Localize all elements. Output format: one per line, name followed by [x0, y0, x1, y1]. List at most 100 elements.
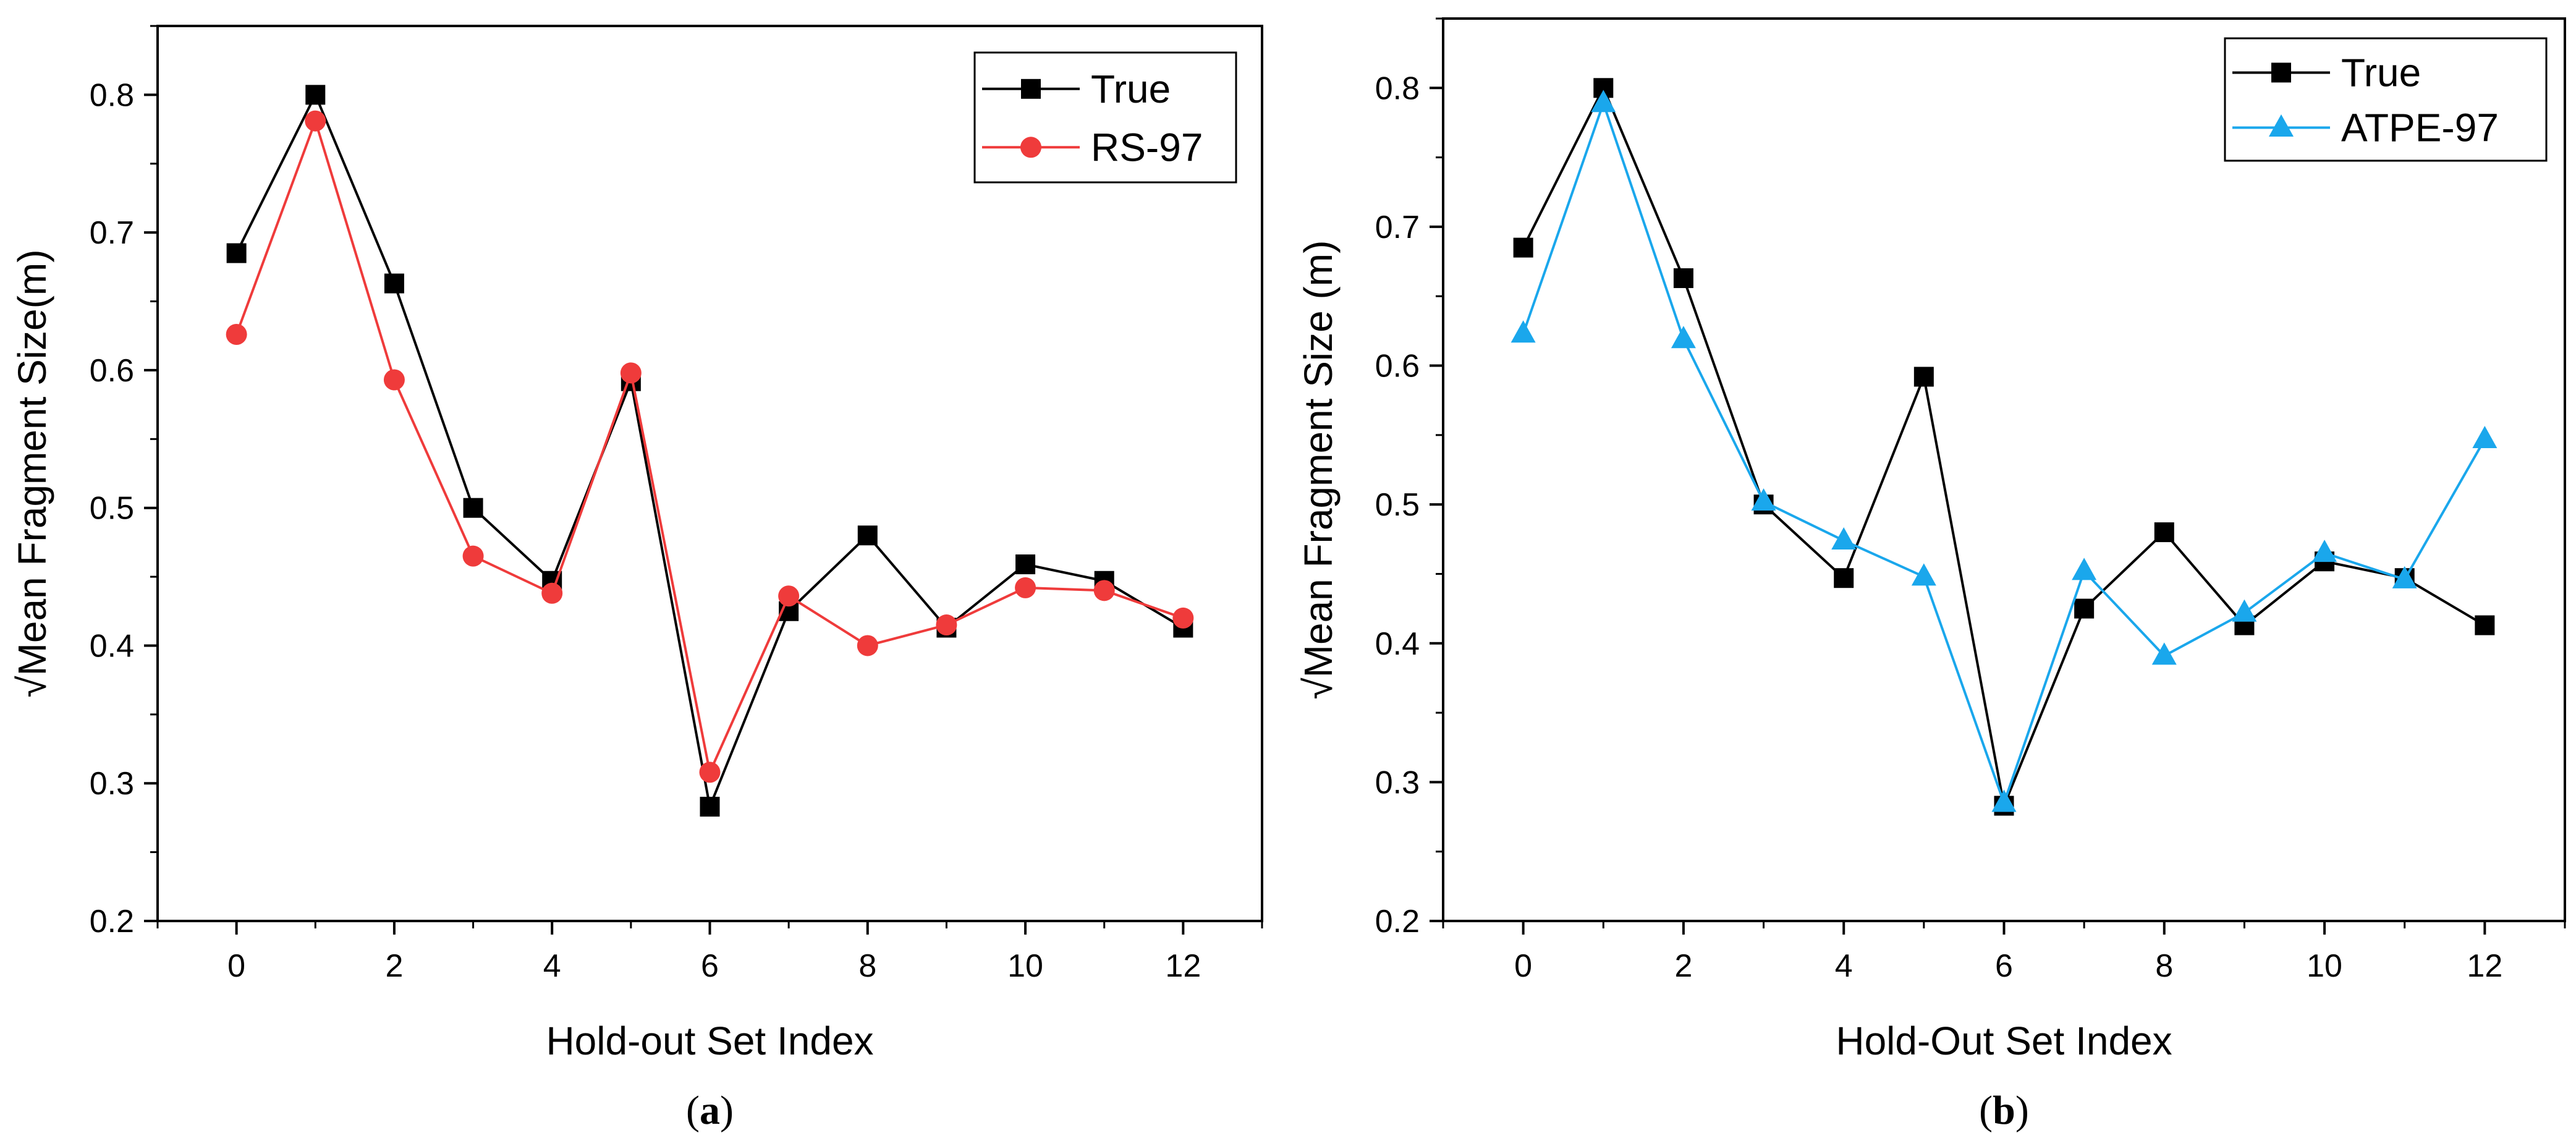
data-point	[2074, 598, 2095, 619]
series-line	[235, 117, 1184, 776]
y-tick-label: 0.5	[90, 491, 134, 527]
x-tick-label: 10	[2307, 948, 2342, 984]
series-true	[226, 85, 1193, 817]
y-tick-label: 0.6	[1375, 349, 1420, 384]
y-axis-title: √Mean Fragment Size(m)	[10, 249, 54, 697]
legend-box	[2224, 37, 2548, 162]
y-tick-label: 0.7	[90, 215, 134, 251]
x-axis-ticks: 0 2 4 6 8 10 12	[156, 921, 1263, 984]
data-point	[1913, 367, 1934, 387]
y-tick-label: 0.4	[1375, 626, 1420, 662]
caption-letter: b	[1993, 1088, 2015, 1133]
y-tick-label: 0.5	[1375, 487, 1420, 523]
data-point	[699, 762, 721, 783]
legend-label: ATPE-97	[2341, 106, 2499, 150]
data-point	[2232, 599, 2257, 622]
x-axis-title: Hold-Out Set Index	[1836, 1019, 2172, 1063]
caption-paren-open: (	[1979, 1088, 1993, 1133]
data-point	[541, 582, 563, 604]
y-tick-label: 0.4	[90, 628, 134, 664]
x-axis-ticks: 0 2 4 6 8 10 12	[1442, 921, 2566, 984]
x-tick-label: 0	[1514, 948, 1532, 984]
x-tick-label: 4	[543, 948, 561, 984]
caption-paren-close: )	[2015, 1088, 2029, 1133]
series-line	[1522, 85, 2486, 810]
data-point	[1834, 568, 1854, 588]
data-point	[1093, 580, 1115, 601]
x-axis-title: Hold-out Set Index	[546, 1019, 873, 1063]
data-point	[1172, 607, 1194, 629]
y-tick-label: 0.8	[1375, 70, 1420, 106]
y-tick-label: 0.7	[1375, 210, 1420, 245]
x-tick-label: 2	[1674, 948, 1692, 984]
data-point	[1015, 577, 1036, 598]
data-point	[463, 498, 483, 518]
legend-marker-square	[1021, 79, 1041, 99]
x-tick-label: 8	[2155, 948, 2173, 984]
data-point	[1751, 488, 1776, 511]
data-point	[226, 243, 247, 263]
data-point	[2312, 540, 2337, 562]
data-point	[778, 585, 800, 607]
x-tick-label: 6	[1995, 948, 2013, 984]
legend-box	[973, 51, 1237, 184]
data-point	[2151, 642, 2177, 665]
data-point	[2475, 615, 2495, 635]
y-tick-label: 0.2	[1375, 904, 1420, 940]
legend-marker-square	[2271, 62, 2291, 83]
legend: True RS-97	[973, 51, 1237, 184]
series-line	[1522, 99, 2486, 807]
x-tick-label: 10	[1007, 948, 1043, 984]
data-point	[1513, 237, 1533, 258]
data-point	[1671, 326, 1696, 349]
legend: True ATPE-97	[2224, 37, 2548, 162]
data-point	[462, 545, 484, 567]
data-point	[936, 614, 957, 636]
x-tick-label: 8	[858, 948, 876, 984]
x-tick-label: 2	[385, 948, 403, 984]
panel-caption: (a)	[686, 1088, 734, 1133]
data-point	[226, 324, 247, 346]
data-point	[384, 273, 404, 294]
chart-panel-a: 0 2 4 6 8 10 12 0.2 0.3 0.4 0.5 0.6 0.7 0.8 Hold-out S…	[10, 25, 1263, 1133]
data-point	[1591, 90, 1616, 112]
panel-caption: (b)	[1979, 1088, 2029, 1133]
caption-paren-open: (	[686, 1088, 700, 1133]
x-tick-label: 6	[701, 948, 719, 984]
y-tick-label: 0.8	[90, 77, 134, 113]
caption-letter: a	[700, 1088, 720, 1133]
caption-paren-close: )	[720, 1088, 734, 1133]
x-tick-label: 12	[2467, 948, 2502, 984]
legend-marker-triangle	[2269, 114, 2294, 137]
legend-label: True	[2341, 50, 2421, 95]
data-point	[1510, 320, 1536, 343]
x-tick-label: 0	[227, 948, 245, 984]
data-point	[620, 362, 642, 384]
data-point	[1015, 554, 1036, 575]
chart-panel-b: 0 2 4 6 8 10 12 0.2 0.3 0.4 0.5 0.6 0.7 0.8 Hold-Out S…	[1296, 17, 2566, 1133]
y-tick-label: 0.2	[90, 904, 134, 940]
data-point	[857, 635, 878, 656]
data-point	[305, 85, 326, 105]
series-rs-97	[226, 110, 1194, 783]
y-axis-ticks: 0.2 0.3 0.4 0.5 0.6 0.7 0.8	[90, 25, 158, 940]
legend-label: RS-97	[1091, 125, 1203, 169]
data-point	[1911, 563, 1936, 586]
y-tick-label: 0.6	[90, 353, 134, 389]
data-point	[383, 369, 405, 391]
data-point	[305, 110, 326, 132]
data-point	[2154, 522, 2174, 543]
y-axis-ticks: 0.2 0.3 0.4 0.5 0.6 0.7 0.8	[1375, 17, 1443, 940]
data-point	[1831, 527, 1857, 550]
y-tick-label: 0.3	[90, 766, 134, 802]
series-true	[1513, 78, 2495, 816]
legend-label: True	[1091, 67, 1171, 111]
data-point	[2072, 558, 2097, 580]
legend-marker-circle	[1020, 137, 1041, 158]
data-point	[857, 525, 878, 546]
y-axis-title: √Mean Fragment Size (m)	[1296, 240, 1341, 700]
x-tick-label: 12	[1165, 948, 1201, 984]
data-point	[1673, 268, 1693, 289]
data-point	[1991, 789, 2017, 812]
